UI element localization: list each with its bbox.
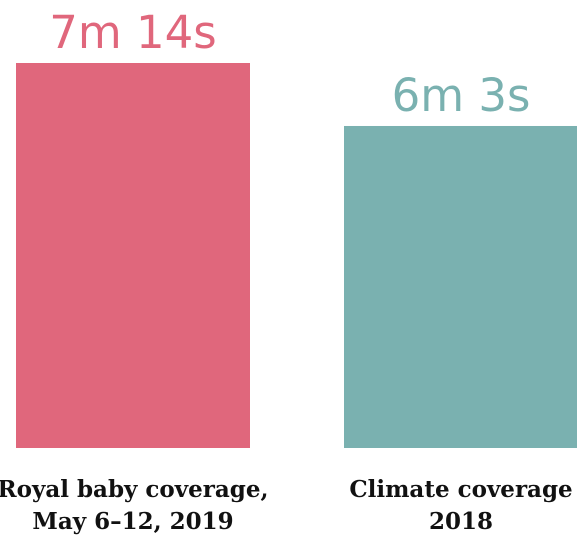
category-label-0-line-0: Royal baby coverage, — [0, 476, 269, 503]
bar-0 — [16, 63, 250, 448]
category-label-0-line-1: May 6–12, 2019 — [32, 508, 233, 535]
bar-value-label-1: 6m 3s — [392, 69, 531, 122]
category-label-1-line-0: Climate coverage — [349, 476, 572, 503]
category-label-1-line-1: 2018 — [429, 508, 493, 535]
bar-value-label-0: 7m 14s — [49, 6, 216, 59]
bar-1 — [344, 125, 577, 448]
